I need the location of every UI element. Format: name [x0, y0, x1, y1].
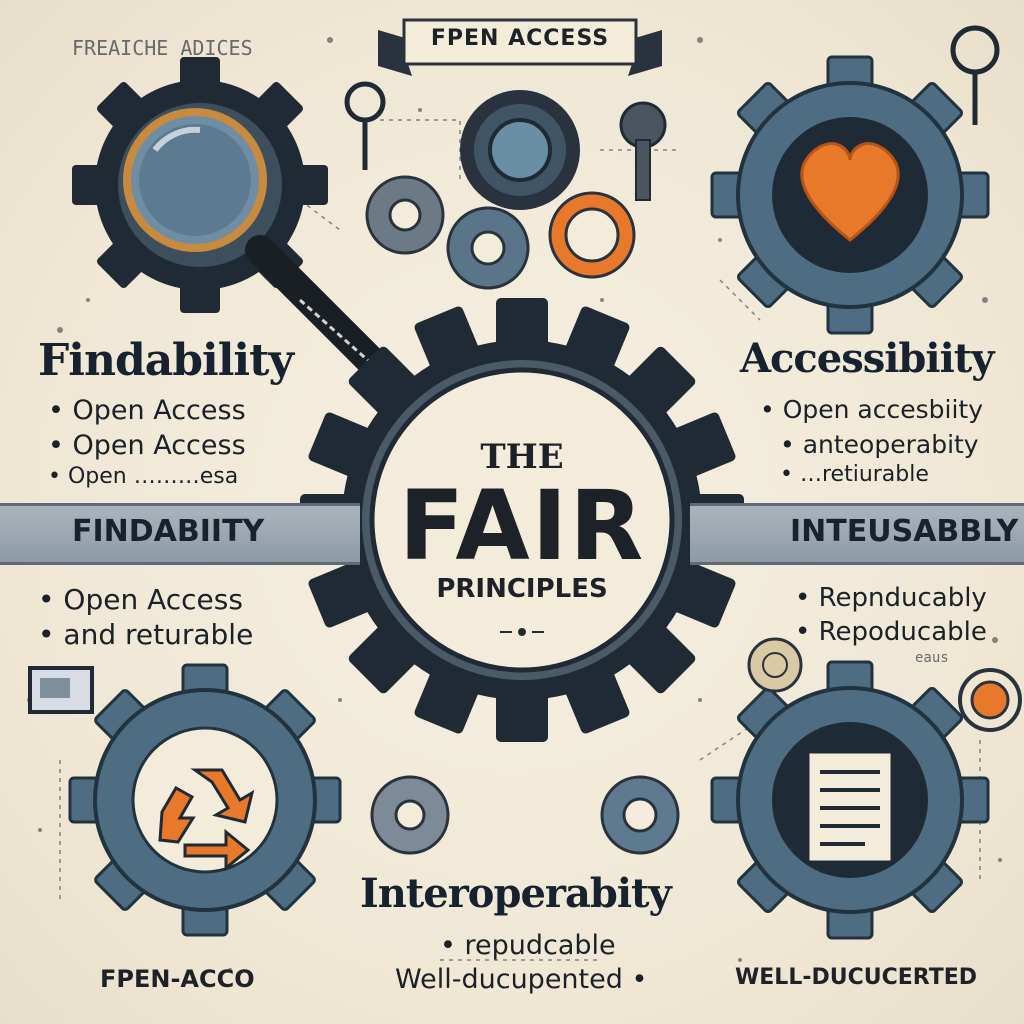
monitor-icon — [28, 666, 94, 714]
findability-bullet-3: • Open ………esa — [48, 464, 239, 489]
right-small-label: eaus — [915, 650, 949, 666]
recycle-icon — [158, 768, 255, 872]
key-icon — [619, 101, 667, 201]
left-band — [0, 503, 360, 565]
accessibility-bullet-3: • …retiurable — [780, 462, 929, 487]
banner-ribbon — [378, 18, 662, 76]
interoperability-bullet-1: • repudcable — [440, 930, 616, 961]
accessibility-heading: Accessibiity — [740, 335, 995, 382]
bottom-right-label: WELL-DUCUCERTED — [735, 965, 978, 990]
findability-heading: Findability — [38, 335, 294, 386]
document-icon — [806, 750, 894, 864]
small-gear-5 — [600, 775, 680, 855]
right-band-label: INTEUSABBLY — [790, 514, 1019, 549]
center-principles: PRINCIPLES — [436, 574, 608, 604]
scribble-text: FREAICHE ADICES — [72, 36, 253, 60]
findability-bullet-2: • Open Access — [48, 430, 246, 461]
small-gear-1 — [460, 90, 580, 210]
center-fair: FAIR — [398, 470, 646, 582]
bottom-left-label: FPEN-ACCO — [100, 965, 255, 993]
globe-icon — [747, 637, 803, 693]
right-lower-bullet-1: • Repnducably — [795, 583, 987, 613]
heart-icon — [800, 142, 900, 242]
left-band-label: FINDABIITY — [72, 514, 265, 549]
left-lower-bullet-2: • and returable — [38, 618, 254, 651]
right-band — [690, 503, 1024, 565]
interoperability-bullet-2: Well-ducupented • — [395, 964, 648, 995]
center-the: THE — [480, 437, 564, 477]
target-icon — [958, 668, 1022, 732]
banner-label: FPEN ACCESS — [430, 26, 610, 51]
small-gear-4 — [370, 775, 450, 855]
interoperability-heading: Interoperabity — [360, 870, 672, 917]
left-lower-bullet-1: • Open Access — [38, 583, 243, 616]
small-gear-2 — [365, 175, 445, 255]
findability-bullet-1: • Open Access — [48, 395, 246, 426]
lightbulb-icon — [344, 25, 1000, 170]
accessibility-bullet-1: • Open accesbiity — [760, 395, 983, 424]
right-lower-bullet-2: • Repoducable — [795, 617, 987, 647]
small-gear-3 — [446, 206, 530, 290]
accessibility-bullet-2: • anteoperabity — [780, 430, 979, 459]
small-gear-orange — [548, 191, 636, 279]
